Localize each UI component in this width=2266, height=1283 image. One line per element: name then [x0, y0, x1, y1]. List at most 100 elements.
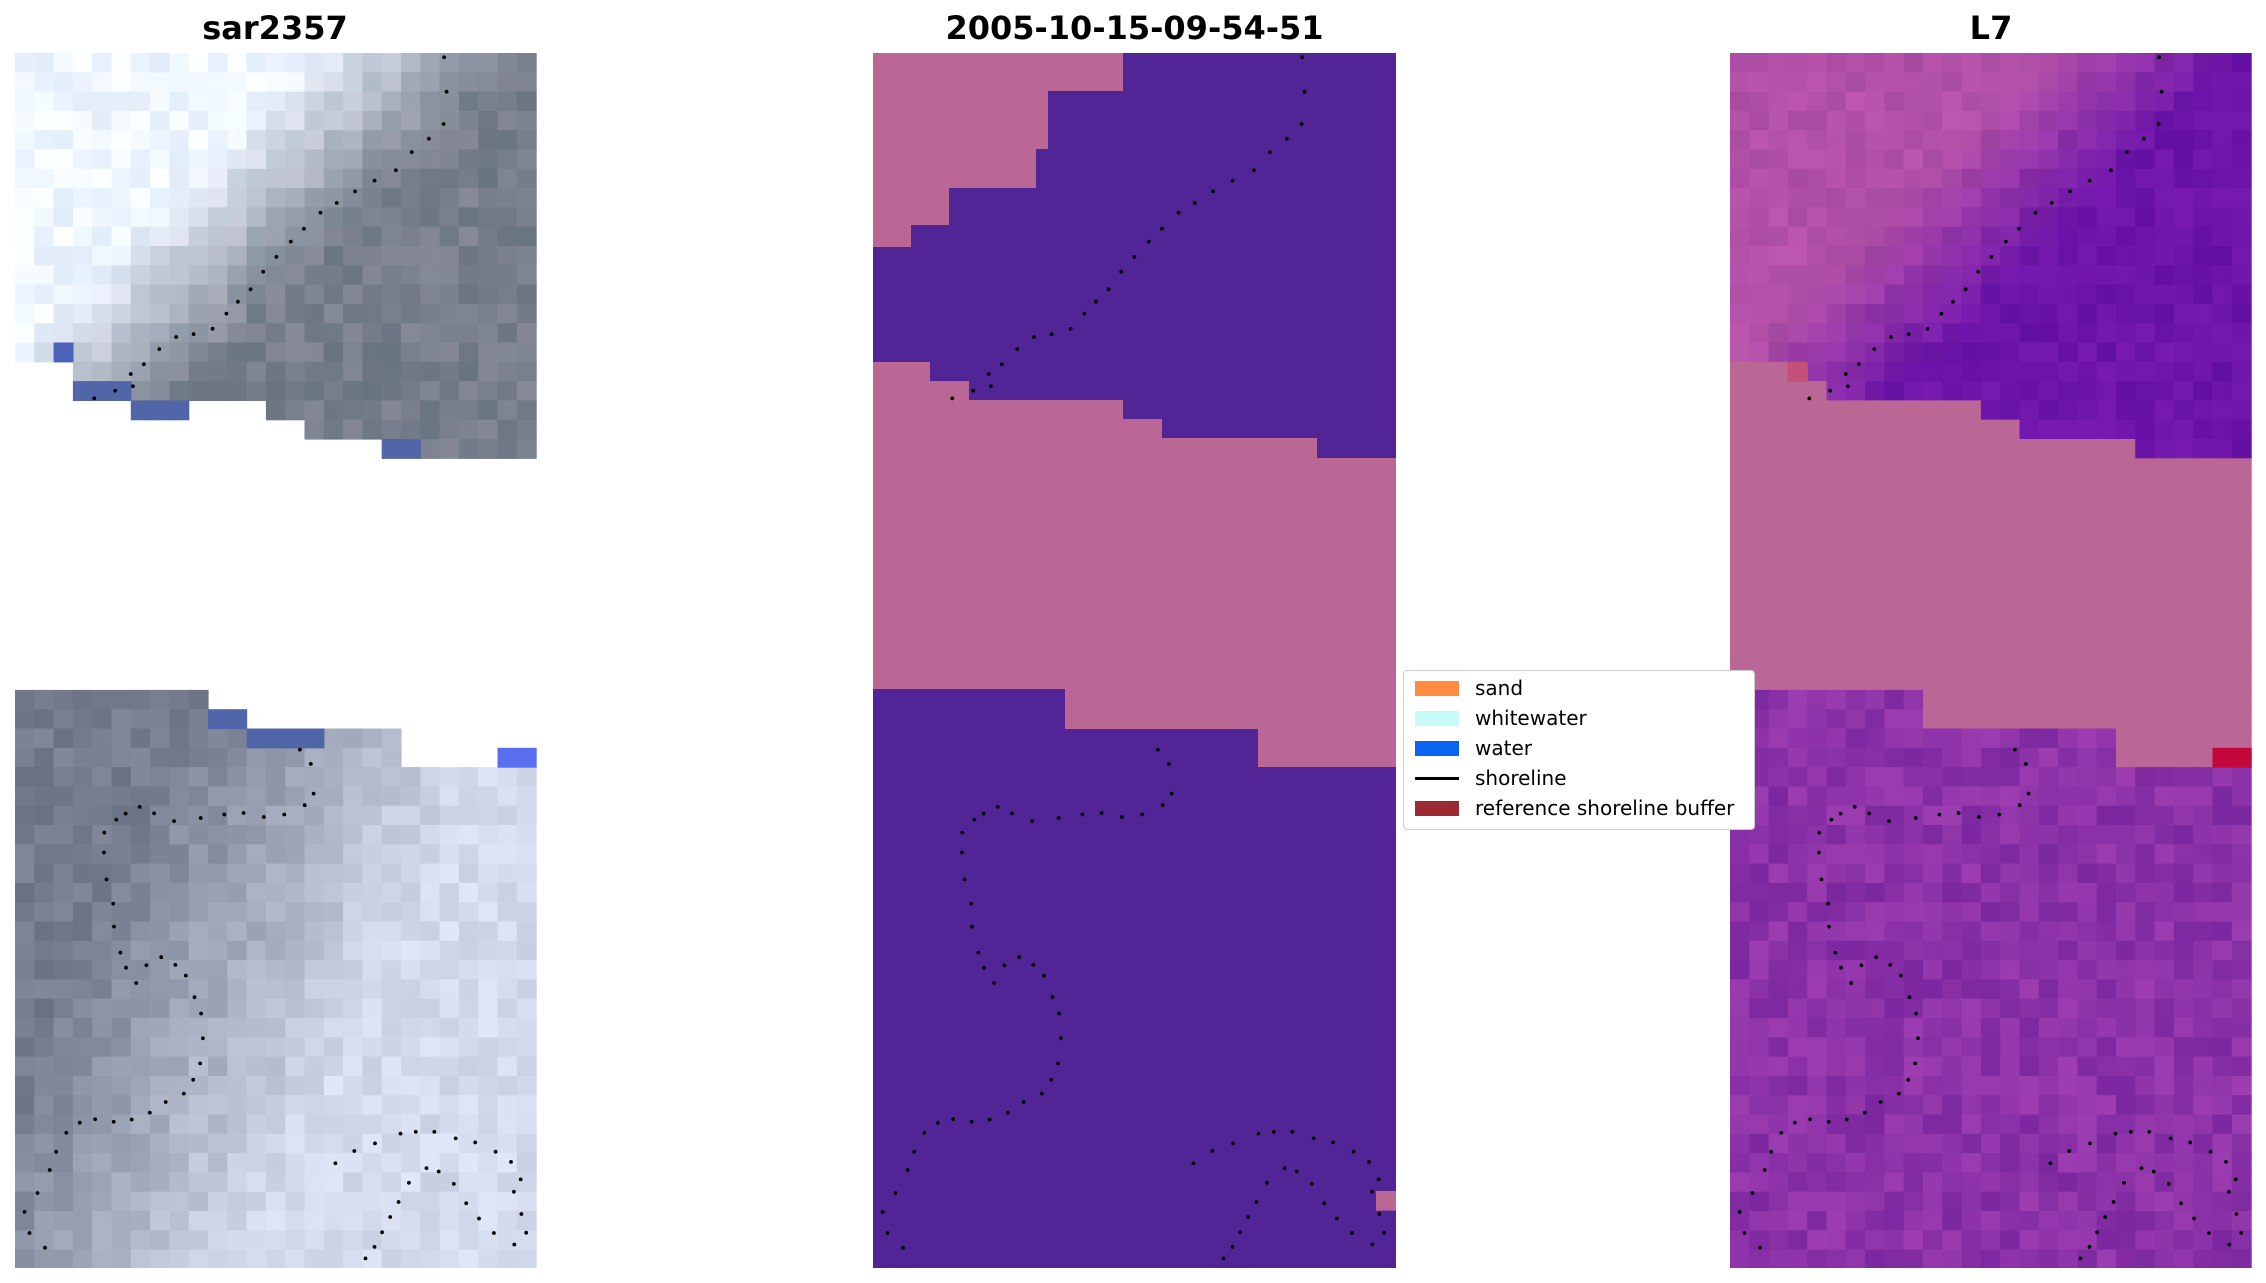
shoreline-dot — [334, 201, 339, 205]
shoreline-dot — [1017, 955, 1022, 960]
shoreline-dot — [1176, 210, 1181, 215]
shoreline-dot — [353, 189, 357, 194]
shoreline-dot — [436, 1169, 441, 1174]
shoreline-dot — [2141, 136, 2146, 141]
shoreline-dot — [987, 1117, 992, 1122]
shoreline-dot — [492, 1231, 496, 1235]
shoreline-dot — [198, 816, 203, 820]
shoreline-dot — [2139, 1166, 2144, 1170]
shoreline-dot — [22, 1210, 27, 1214]
shoreline-dot — [1094, 299, 1098, 304]
shoreline-dots — [22, 55, 529, 1261]
shoreline-dot — [111, 901, 116, 906]
panel-title-mndwi: L7 — [1969, 9, 2013, 47]
shoreline-dot — [2188, 1140, 2193, 1145]
shoreline-dot — [1839, 965, 1843, 970]
panel-title-rgb: sar2357 — [202, 9, 348, 47]
shoreline-dot — [1267, 150, 1272, 154]
shoreline-dot — [1896, 1091, 1901, 1096]
shoreline-dot — [1829, 817, 1834, 822]
shoreline-dot — [1750, 1191, 1755, 1195]
shoreline-dot — [1160, 803, 1165, 808]
shoreline-dot — [1807, 396, 1812, 401]
shoreline-dot — [1906, 1077, 1911, 1082]
shoreline-dot — [1238, 1230, 1242, 1235]
shoreline-dot — [2207, 1231, 2211, 1235]
shoreline-dot — [2239, 1230, 2244, 1235]
shoreline-dot — [111, 1119, 116, 1124]
shoreline-dot — [1302, 89, 1307, 94]
shoreline-dot — [1762, 1168, 1767, 1172]
shoreline-dot — [2166, 1182, 2171, 1186]
shoreline-dot — [2033, 210, 2038, 215]
shoreline-dot — [451, 1182, 456, 1186]
shoreline-dot — [363, 1256, 368, 1261]
shoreline-dot — [1068, 326, 1073, 331]
shoreline-dot — [1031, 963, 1036, 967]
shoreline-dot — [1265, 1180, 1269, 1185]
shoreline-dot — [2151, 1169, 2156, 1174]
shoreline-dot — [159, 955, 164, 960]
shoreline-dot — [1002, 963, 1007, 968]
shoreline-dot — [1889, 335, 1893, 339]
shoreline-dot — [1230, 178, 1235, 183]
shoreline-dot — [969, 1119, 974, 1124]
shoreline-dot — [1246, 1215, 1251, 1219]
shoreline-dot — [1030, 819, 1034, 823]
shoreline-dot — [509, 1160, 513, 1164]
shoreline-dot — [2067, 1149, 2072, 1153]
shoreline-dot — [971, 388, 976, 393]
shoreline-dot — [311, 791, 316, 796]
rgb-image-pixels — [15, 53, 537, 1268]
shoreline-dot — [1370, 1242, 1375, 1247]
shoreline-dot — [1290, 1129, 1295, 1134]
mndwi-image-pixels — [1730, 53, 2252, 1268]
shoreline-dots — [1737, 55, 2244, 1261]
shoreline-dot — [1050, 995, 1055, 1000]
shoreline-dot — [1254, 1200, 1259, 1204]
shoreline-dot — [1322, 1201, 1327, 1206]
shoreline-dot — [1769, 1149, 1774, 1154]
shoreline-dot — [2227, 1189, 2231, 1194]
shoreline-dot — [1331, 1140, 1336, 1145]
shoreline-dot — [372, 178, 377, 183]
shoreline-dot — [144, 963, 149, 968]
shoreline-dot — [442, 55, 447, 60]
shoreline-dot — [1852, 805, 1857, 809]
shoreline-dot — [123, 811, 128, 816]
shoreline-dot — [1376, 1177, 1381, 1182]
shoreline-dot — [2017, 803, 2022, 808]
shoreline-dot — [989, 384, 993, 389]
legend-label-shoreline: shoreline — [1475, 766, 1567, 790]
shoreline-dot — [1843, 372, 1848, 376]
shoreline-dot — [2111, 1200, 2116, 1204]
shoreline-dot — [1838, 811, 1843, 816]
shoreline-dot — [2048, 1161, 2053, 1166]
shoreline-dot — [1874, 955, 1879, 960]
shoreline-dot — [163, 1100, 168, 1104]
shoreline-dot — [1819, 877, 1824, 882]
shoreline-dot — [519, 1212, 524, 1216]
shoreline-dot — [2023, 762, 2028, 766]
shoreline-dot — [1351, 1149, 1356, 1154]
shoreline-dot — [995, 805, 1000, 809]
shoreline-dot — [352, 1149, 357, 1153]
legend: sand whitewater water shoreline referenc… — [1403, 670, 1755, 830]
shoreline-dot — [183, 973, 188, 978]
shoreline-dot — [1742, 1231, 1747, 1235]
shoreline-dot — [901, 1245, 905, 1250]
shoreline-dot — [1049, 1077, 1054, 1082]
shoreline-dot — [192, 995, 197, 1000]
shoreline-dot — [2026, 791, 2031, 796]
shoreline-dot — [407, 1180, 411, 1185]
shoreline-dot — [1221, 1256, 1226, 1261]
shoreline-dot — [64, 1130, 69, 1135]
land-region-top — [873, 53, 1123, 247]
shoreline-dot — [1309, 1182, 1314, 1186]
shoreline-dot — [1976, 269, 1981, 274]
shoreline-dot — [464, 1201, 469, 1206]
shoreline-dot — [426, 136, 431, 141]
shoreline-dot — [54, 1149, 59, 1154]
shoreline-dot — [1808, 1117, 1813, 1122]
shoreline-dot — [380, 1230, 384, 1235]
